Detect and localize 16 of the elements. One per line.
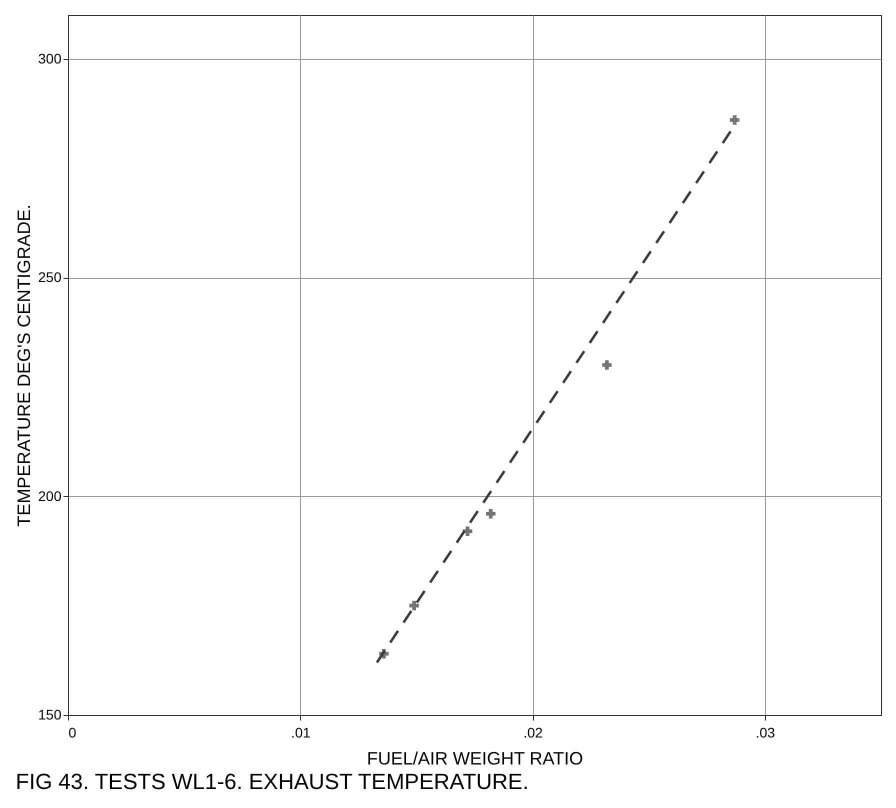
x-axis-title: FUEL/AIR WEIGHT RATIO bbox=[366, 748, 584, 768]
x-tick-label: .01 bbox=[291, 724, 311, 740]
y-tick-label: 250 bbox=[38, 269, 62, 285]
y-axis-title: TEMPERATURE DEG'S CENTIGRADE. bbox=[14, 204, 34, 527]
point bbox=[462, 526, 472, 536]
point bbox=[602, 360, 612, 370]
x-tick-label: .02 bbox=[523, 724, 544, 740]
point bbox=[486, 509, 496, 518]
y-tick-label: 150 bbox=[38, 706, 62, 722]
y-tick-label: 300 bbox=[38, 50, 62, 66]
x-tick-label: .03 bbox=[756, 724, 776, 740]
point bbox=[409, 600, 419, 610]
y-tick-label: 200 bbox=[38, 488, 62, 504]
text: FIG 43. TESTS WL1-6. EXHAUST TEMPERATURE. bbox=[16, 769, 529, 794]
point bbox=[730, 115, 740, 125]
x-tick-label: 0 bbox=[68, 724, 76, 740]
